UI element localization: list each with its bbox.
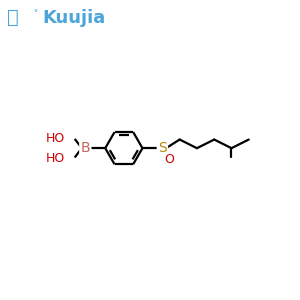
- Text: HO: HO: [46, 132, 65, 145]
- Text: Kuujia: Kuujia: [42, 9, 105, 27]
- Text: Ⓚ: Ⓚ: [8, 8, 19, 26]
- Text: HO: HO: [46, 152, 65, 165]
- Text: S: S: [158, 141, 167, 155]
- Text: °: °: [33, 9, 37, 18]
- Text: B: B: [80, 141, 90, 155]
- Text: O: O: [164, 153, 174, 166]
